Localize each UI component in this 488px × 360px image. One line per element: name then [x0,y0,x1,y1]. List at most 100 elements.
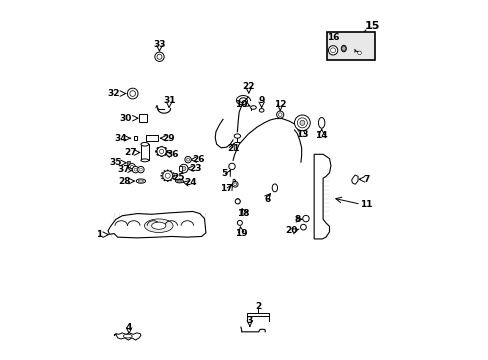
Circle shape [163,171,172,181]
Bar [179,166,182,171]
Circle shape [128,163,135,171]
Text: 32: 32 [108,89,120,98]
Text: 1: 1 [96,230,102,239]
Circle shape [341,46,345,51]
Text: 16: 16 [326,33,339,42]
Circle shape [157,147,159,149]
Circle shape [157,153,159,156]
Text: 14: 14 [315,131,327,140]
Text: 6: 6 [264,195,270,204]
Text: 11: 11 [359,200,371,209]
Circle shape [127,88,138,99]
Circle shape [235,199,240,204]
Ellipse shape [138,180,143,182]
Ellipse shape [250,106,256,109]
Polygon shape [351,175,357,184]
Circle shape [294,115,309,131]
Text: 7: 7 [363,175,369,184]
Text: 34: 34 [114,134,127,143]
Ellipse shape [136,179,145,183]
Text: 25: 25 [172,173,184,182]
Circle shape [161,172,163,174]
Ellipse shape [141,143,148,146]
Ellipse shape [318,117,324,128]
Circle shape [157,147,166,156]
Ellipse shape [259,109,264,112]
Circle shape [330,48,335,53]
Circle shape [233,183,236,186]
Text: 4: 4 [126,323,132,332]
Text: 36: 36 [166,150,178,159]
Bar [146,135,158,141]
Circle shape [276,111,283,118]
Circle shape [155,150,157,153]
Text: 20: 20 [285,225,297,234]
Circle shape [161,178,163,179]
Circle shape [278,113,282,116]
Text: 28: 28 [118,176,130,185]
Text: 22: 22 [242,82,255,91]
Polygon shape [313,154,330,239]
Circle shape [159,149,163,154]
Text: 17: 17 [219,184,232,193]
Circle shape [139,168,142,171]
Bar [141,144,148,160]
Circle shape [170,180,171,181]
Circle shape [228,163,235,170]
Bar [139,114,147,122]
Text: 9: 9 [258,96,264,105]
Circle shape [132,166,139,173]
Bar [134,136,137,140]
Bar [247,313,268,316]
Circle shape [130,91,135,96]
Text: 23: 23 [188,164,201,173]
Ellipse shape [175,179,183,183]
Ellipse shape [341,45,346,52]
Circle shape [166,180,168,182]
Ellipse shape [123,334,132,338]
Circle shape [157,54,162,59]
Ellipse shape [141,159,148,162]
Text: 35: 35 [109,158,122,167]
Ellipse shape [177,180,181,182]
Ellipse shape [234,134,240,138]
Text: 12: 12 [273,100,286,109]
Circle shape [155,52,164,62]
Circle shape [179,164,188,173]
Circle shape [232,181,238,187]
Circle shape [172,178,174,179]
Text: 10: 10 [234,100,246,109]
Circle shape [138,166,144,173]
Circle shape [164,153,166,156]
Circle shape [163,170,165,172]
Text: 29: 29 [162,134,174,143]
Circle shape [166,170,168,171]
Text: 13: 13 [296,130,308,139]
Text: 27: 27 [123,148,136,157]
Circle shape [299,120,304,125]
Text: 19: 19 [234,229,247,238]
Text: 33: 33 [153,40,165,49]
Circle shape [173,175,175,176]
Text: 5: 5 [221,170,227,179]
Text: 26: 26 [192,155,204,164]
Circle shape [186,158,189,161]
Text: 2: 2 [254,302,261,311]
Text: 18: 18 [237,209,249,218]
Circle shape [165,150,168,153]
Circle shape [172,172,174,174]
Text: 15: 15 [364,21,379,31]
Circle shape [170,170,171,172]
Circle shape [165,173,170,178]
Text: 30: 30 [120,114,132,123]
Text: 37: 37 [117,165,130,174]
Polygon shape [114,333,141,340]
Circle shape [302,215,308,222]
Circle shape [163,180,165,181]
Circle shape [130,165,134,169]
Text: 21: 21 [226,144,239,153]
Ellipse shape [151,222,165,229]
Circle shape [184,157,191,163]
Ellipse shape [272,184,277,192]
Circle shape [181,166,185,171]
